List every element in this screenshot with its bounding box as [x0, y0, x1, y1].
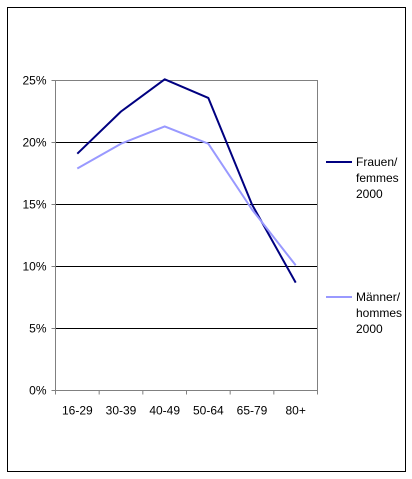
y-tick-label: 20%: [22, 136, 46, 150]
legend-label-2: 2000: [356, 322, 383, 336]
x-tick-label: 40-49: [149, 404, 180, 418]
y-tick-label: 25%: [22, 74, 46, 88]
y-axis: 0% 5% 10% 15% 20% 25%: [22, 74, 56, 398]
x-tick-label: 50-64: [193, 404, 224, 418]
legend-label-1: Frauen/: [356, 155, 398, 169]
y-tick-label: 10%: [22, 260, 46, 274]
legend-label-1: femmes: [356, 171, 399, 185]
x-axis: 16-29 30-39 40-49 50-64 65-79 80+: [55, 390, 318, 418]
y-tick-label: 5%: [29, 322, 47, 336]
y-tick-label: 15%: [22, 198, 46, 212]
chart-frame: [7, 7, 406, 472]
legend-label-2: hommes: [356, 306, 402, 320]
x-tick-label: 30-39: [106, 404, 137, 418]
x-tick-label: 16-29: [62, 404, 93, 418]
x-tick-label: 80+: [285, 404, 305, 418]
series-line-2: [76, 125, 297, 266]
legend: Frauen/femmes 2000 Männer/hommes 2000: [326, 155, 402, 336]
legend-label-1: 2000: [356, 187, 383, 201]
legend-label-2: Männer/: [356, 290, 401, 304]
y-tick-label: 0%: [29, 384, 47, 398]
series-group: [76, 78, 297, 284]
x-tick-label: 65-79: [237, 404, 268, 418]
